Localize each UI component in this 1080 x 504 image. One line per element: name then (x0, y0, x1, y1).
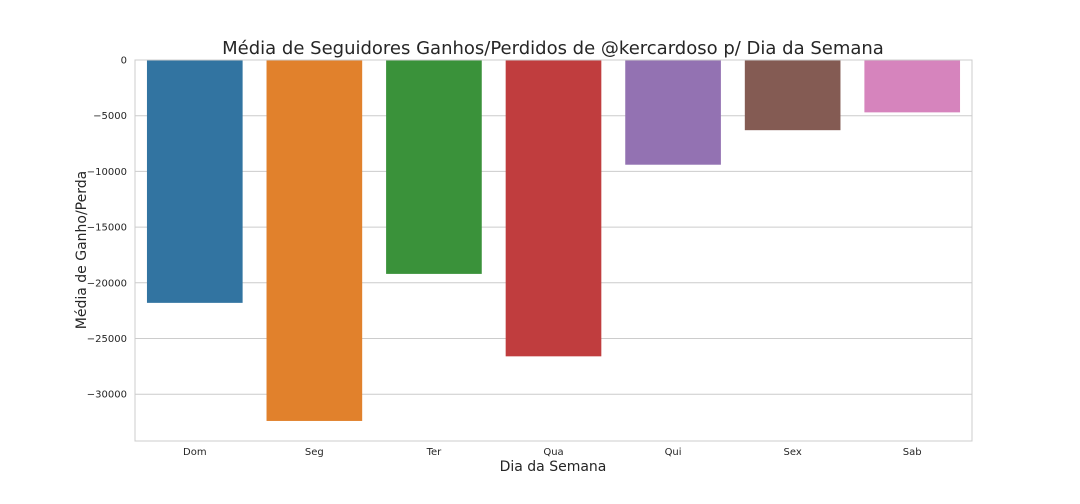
bars (146, 60, 961, 421)
y-tick-label: −10000 (87, 167, 127, 178)
y-tick-label: −25000 (87, 334, 127, 345)
x-tick-label: Seg (305, 447, 324, 458)
chart-title: Média de Seguidores Ganhos/Perdidos de @… (222, 38, 884, 59)
bar-sab (864, 60, 961, 113)
y-axis-label: Média de Ganho/Perda (74, 171, 90, 329)
x-axis-label: Dia da Semana (500, 459, 607, 475)
bar-qua (505, 60, 602, 357)
bar-ter (386, 60, 482, 274)
x-tick-label: Qui (665, 447, 682, 458)
plot-frame (134, 59, 973, 442)
y-tick-label: −5000 (93, 111, 127, 122)
x-tick-label: Ter (426, 447, 443, 458)
x-tick-label: Qua (543, 447, 563, 458)
x-tick-label: Sex (784, 447, 802, 458)
y-tick-labels: 0 −5000 −10000 −15000 −20000 −25000 −30000 (87, 56, 127, 401)
bar-dom (146, 60, 243, 303)
x-tick-labels: Dom Seg Ter Qua Qui Sex Sab (183, 447, 922, 458)
bar-qui (625, 60, 721, 165)
x-tick-label: Sab (903, 447, 922, 458)
y-tick-label: −30000 (87, 390, 127, 401)
y-tick-label: −15000 (87, 223, 127, 234)
y-tick-label: −20000 (87, 278, 127, 289)
x-tick-label: Dom (183, 447, 207, 458)
y-tick-label: 0 (121, 56, 127, 67)
bar-sex (744, 60, 841, 131)
bar-seg (266, 60, 363, 421)
